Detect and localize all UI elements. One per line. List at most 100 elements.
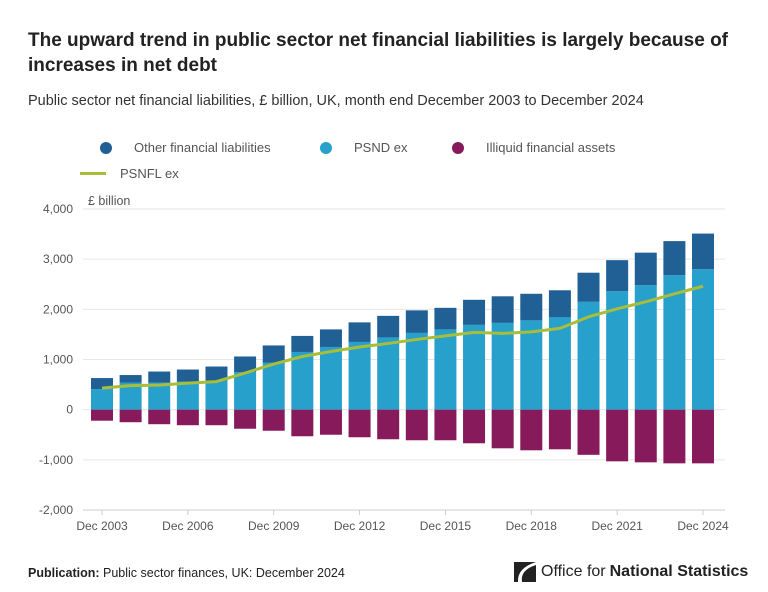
ons-logo-icon	[514, 562, 536, 582]
bar-illiquid-financial-assets	[205, 409, 228, 426]
bar-psnd-ex	[377, 337, 400, 410]
legend-item-illiquid[interactable]: Illiquid financial assets	[452, 140, 615, 155]
bar-other-financial-liabilities	[634, 252, 657, 286]
bar-illiquid-financial-assets	[577, 409, 600, 455]
y-tick-label: -1,000	[39, 453, 73, 467]
bar-other-financial-liabilities	[520, 293, 543, 321]
bar-psnd-ex	[91, 389, 113, 410]
chart-subtitle: Public sector net financial liabilities,…	[28, 93, 644, 109]
bar-other-financial-liabilities	[319, 329, 342, 347]
legend-item-other[interactable]: Other financial liabilities	[100, 140, 271, 155]
x-tick-label: Dec 2003	[76, 519, 128, 533]
bar-illiquid-financial-assets	[405, 409, 428, 441]
bar-psnd-ex	[119, 382, 142, 410]
chart-title: The upward trend in public sector net fi…	[28, 30, 729, 76]
bar-other-financial-liabilities	[119, 375, 142, 383]
bar-other-financial-liabilities	[377, 315, 400, 338]
x-tick-label: Dec 2024	[677, 519, 729, 533]
legend-swatch-psnd	[320, 141, 332, 154]
bar-illiquid-financial-assets	[262, 409, 285, 431]
bar-psnd-ex	[348, 341, 371, 410]
bar-illiquid-financial-assets	[491, 409, 514, 449]
bar-psnd-ex	[577, 301, 600, 410]
x-tick-label: Dec 2021	[591, 519, 643, 533]
legend-item-psnd[interactable]: PSND ex	[320, 140, 407, 155]
bar-psnd-ex	[234, 372, 257, 410]
bar-other-financial-liabilities	[491, 296, 514, 323]
bar-psnd-ex	[262, 362, 285, 410]
bar-illiquid-financial-assets	[377, 409, 400, 440]
y-tick-label: 3,000	[43, 252, 73, 266]
bar-psnd-ex	[434, 329, 457, 410]
bar-psnd-ex	[405, 332, 428, 410]
y-axis-label: £ billion	[88, 194, 130, 208]
bar-psnd-ex	[205, 380, 228, 410]
legend-item-psnfl[interactable]: PSNFL ex	[80, 166, 179, 181]
bar-other-financial-liabilities	[291, 335, 314, 352]
bar-other-financial-liabilities	[577, 272, 600, 302]
x-tick-label: Dec 2009	[248, 519, 300, 533]
bar-illiquid-financial-assets	[463, 409, 486, 444]
y-tick-label: 4,000	[43, 202, 73, 216]
bar-illiquid-financial-assets	[606, 409, 629, 462]
footer-publication[interactable]: Public sector finances, UK: December 202…	[103, 566, 345, 580]
bar-illiquid-financial-assets	[663, 409, 686, 464]
legend-swatch-illiquid	[452, 141, 464, 154]
bar-psnd-ex	[176, 381, 199, 410]
bar-illiquid-financial-assets	[520, 409, 543, 451]
bar-psnd-ex	[148, 382, 171, 410]
bar-psnd-ex	[520, 320, 543, 410]
bar-psnd-ex	[663, 275, 686, 410]
bar-psnd-ex	[606, 291, 629, 410]
bar-other-financial-liabilities	[234, 356, 257, 373]
bar-other-financial-liabilities	[548, 290, 571, 318]
footer-label: Publication:	[28, 566, 100, 580]
y-tick-label: -2,000	[39, 503, 73, 517]
bar-illiquid-financial-assets	[634, 409, 657, 463]
psnfl-ex-line	[101, 284, 704, 390]
bar-illiquid-financial-assets	[119, 409, 142, 423]
bar-other-financial-liabilities	[148, 371, 171, 383]
bar-illiquid-financial-assets	[548, 409, 571, 450]
bar-other-financial-liabilities	[663, 241, 686, 276]
bar-other-financial-liabilities	[606, 260, 629, 292]
bar-psnd-ex	[548, 317, 571, 410]
bar-other-financial-liabilities	[463, 299, 486, 325]
bar-psnd-ex	[463, 324, 486, 410]
bar-other-financial-liabilities	[176, 369, 199, 382]
x-tick-label: Dec 2015	[420, 519, 472, 533]
x-tick-label: Dec 2012	[334, 519, 386, 533]
bar-other-financial-liabilities	[692, 233, 714, 270]
legend-label: Other financial liabilities	[134, 140, 271, 155]
bar-illiquid-financial-assets	[234, 409, 257, 429]
bar-other-financial-liabilities	[434, 307, 457, 330]
x-tick-label: Dec 2018	[506, 519, 558, 533]
bar-illiquid-financial-assets	[319, 409, 342, 435]
legend-label: Illiquid financial assets	[486, 140, 616, 155]
bar-psnd-ex	[491, 322, 514, 410]
bar-psnd-ex	[319, 346, 342, 410]
y-tick-label: 0	[66, 403, 73, 417]
bar-psnd-ex	[692, 269, 714, 410]
legend-label: PSND ex	[354, 140, 408, 155]
bar-other-financial-liabilities	[262, 345, 285, 363]
legend-swatch-other	[100, 141, 112, 154]
footer: Publication: Public sector finances, UK:…	[28, 566, 345, 580]
bar-other-financial-liabilities	[91, 378, 113, 390]
logo-text-bold: National Statistics	[609, 563, 749, 580]
bar-psnd-ex	[291, 351, 314, 410]
legend-swatch-psnfl	[80, 172, 106, 175]
x-tick-label: Dec 2006	[162, 519, 214, 533]
logo-text-light: Office for	[541, 563, 606, 580]
bar-illiquid-financial-assets	[434, 409, 457, 441]
bar-illiquid-financial-assets	[176, 409, 199, 426]
ons-logo[interactable]: Office for National Statistics	[514, 562, 748, 582]
bar-other-financial-liabilities	[348, 322, 371, 342]
bar-illiquid-financial-assets	[148, 409, 171, 425]
bar-illiquid-financial-assets	[291, 409, 314, 437]
bar-illiquid-financial-assets	[348, 409, 371, 438]
bar-illiquid-financial-assets	[692, 409, 714, 464]
y-tick-label: 1,000	[43, 353, 73, 367]
bar-psnd-ex	[634, 285, 657, 410]
